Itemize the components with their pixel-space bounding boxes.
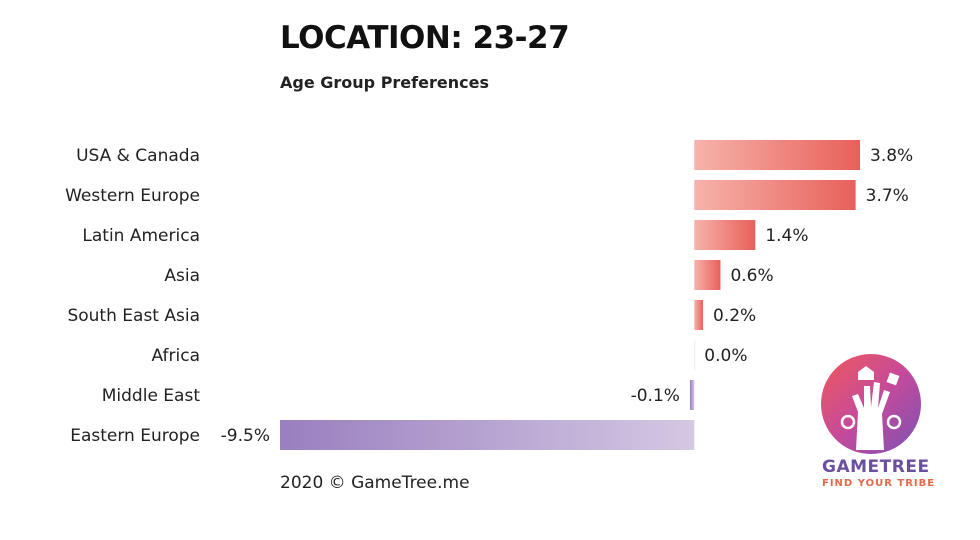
bar — [694, 260, 721, 290]
value-label: 0.0% — [704, 346, 747, 366]
value-label: 3.8% — [870, 146, 913, 166]
category-label: Eastern Europe — [70, 426, 200, 446]
value-label: 0.2% — [713, 306, 756, 326]
value-label: 1.4% — [765, 226, 808, 246]
category-label: USA & Canada — [76, 146, 200, 166]
category-label: Latin America — [82, 226, 200, 246]
category-label: Africa — [152, 346, 201, 366]
value-label: -0.1% — [631, 386, 680, 406]
bar — [689, 380, 695, 410]
bar — [694, 340, 696, 370]
bar — [280, 420, 695, 450]
value-label: 0.6% — [730, 266, 773, 286]
category-label: Western Europe — [65, 186, 200, 206]
copyright-footer: 2020 © GameTree.me — [280, 473, 470, 493]
category-label: Middle East — [102, 386, 201, 406]
chart-title: LOCATION: 23-27 — [280, 20, 570, 56]
bar — [694, 180, 856, 210]
gametree-logo-icon — [821, 354, 921, 454]
category-label: Asia — [164, 266, 200, 286]
logo-name: GAMETREE — [822, 457, 930, 477]
bar — [694, 300, 704, 330]
value-label: 3.7% — [866, 186, 909, 206]
bar — [694, 140, 860, 170]
category-label: South East Asia — [67, 306, 200, 326]
value-label: -9.5% — [221, 426, 270, 446]
chart-subtitle: Age Group Preferences — [280, 73, 489, 92]
logo-tagline: FIND YOUR TRIBE — [822, 478, 936, 489]
bar — [694, 220, 756, 250]
